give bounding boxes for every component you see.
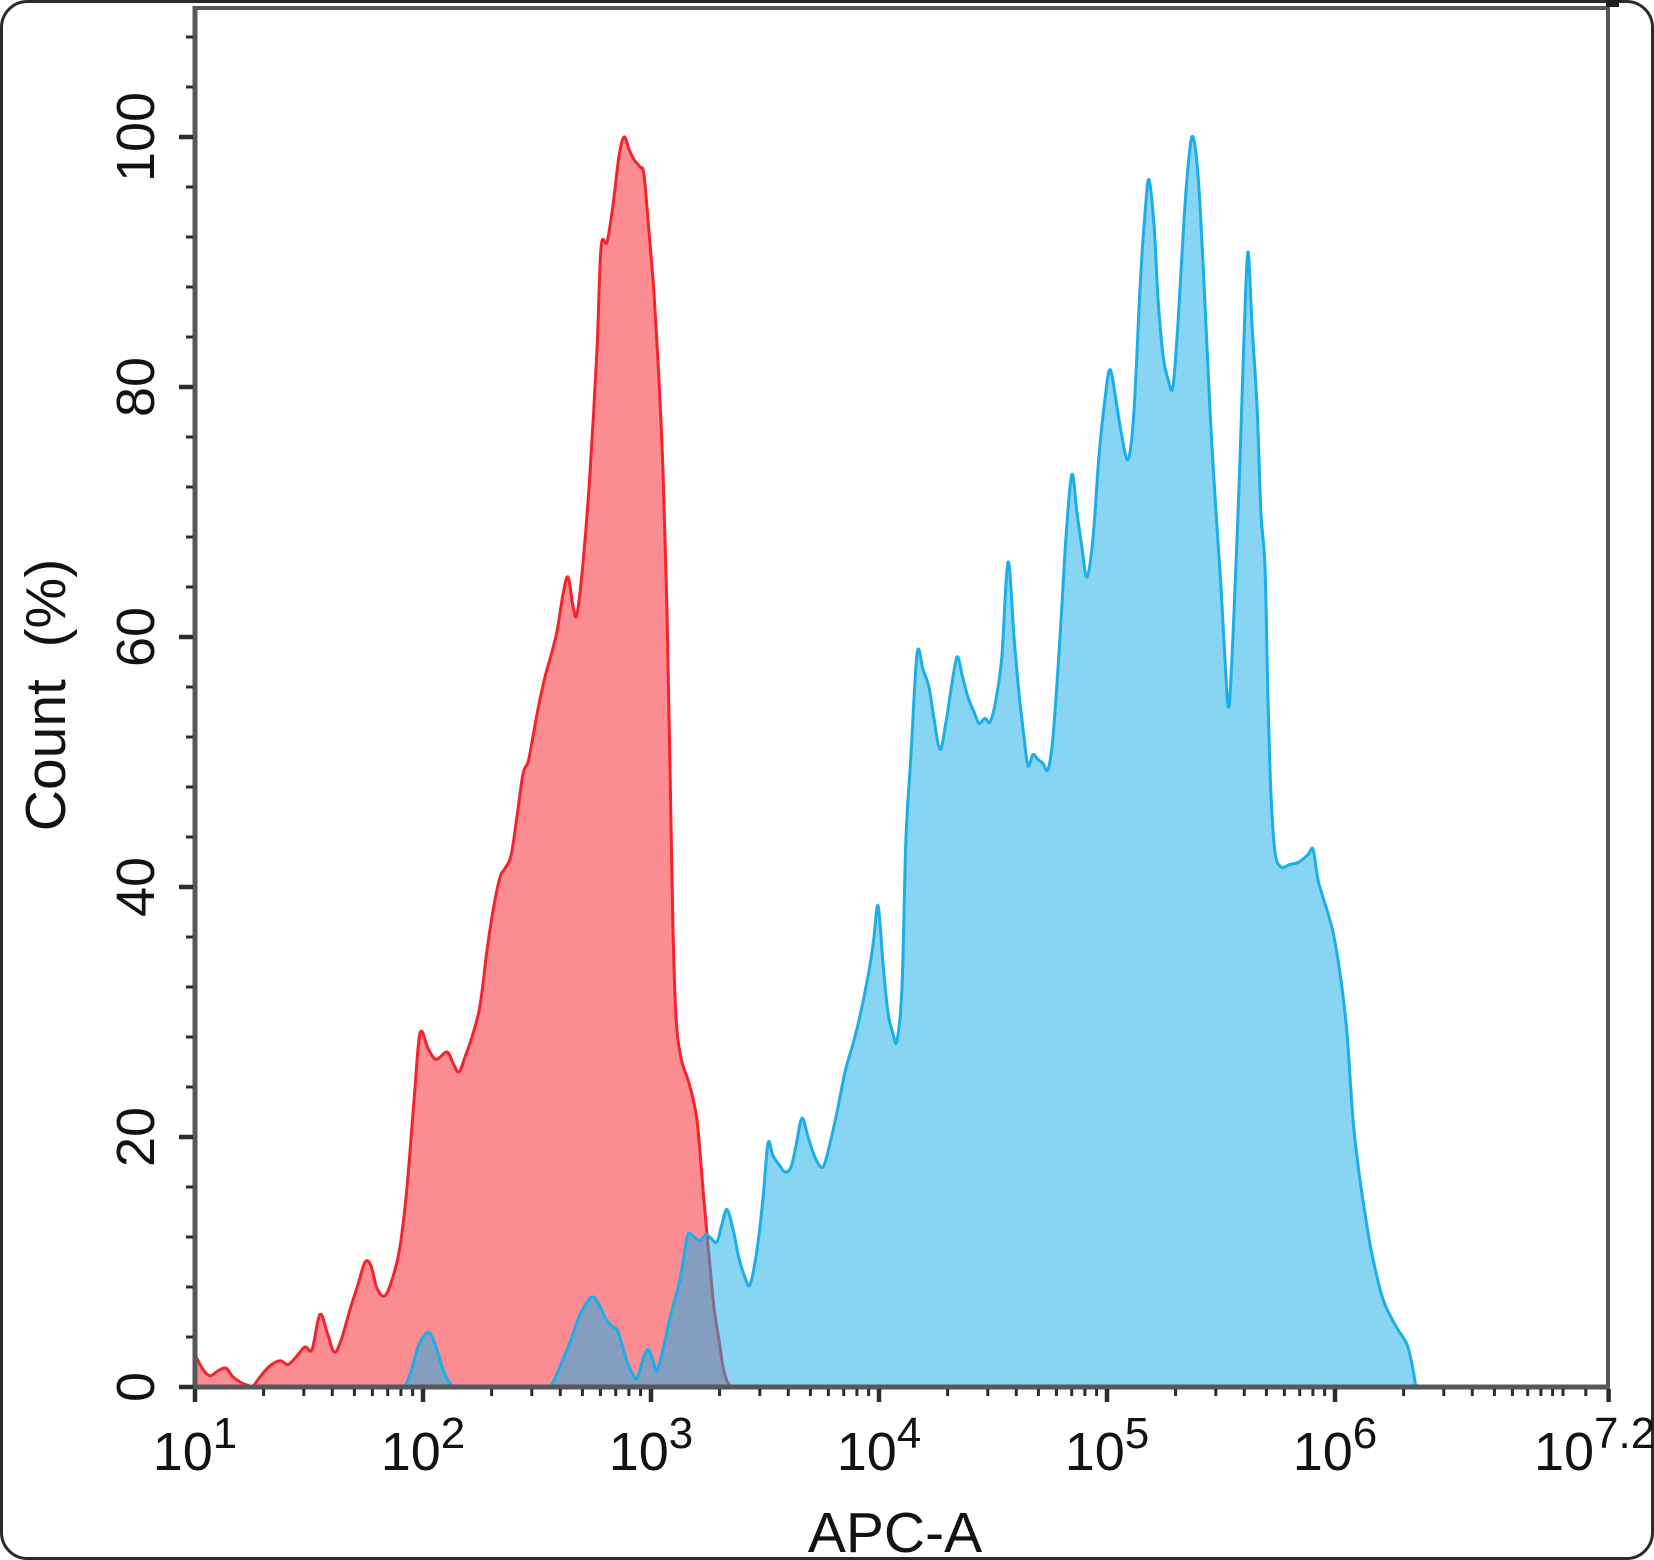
y-tick-label: 60 <box>106 607 166 667</box>
y-axis-ticks <box>179 35 193 1390</box>
blue-histogram-area <box>405 136 1416 1387</box>
x-tick-label: 107.2 <box>1534 1409 1654 1482</box>
y-tick-label: 100 <box>106 92 166 182</box>
blue-histogram-curve <box>403 134 1418 1387</box>
x-axis-title: APC-A <box>808 1501 982 1560</box>
y-tick-label: 80 <box>106 357 166 417</box>
x-tick-label: 105 <box>1065 1409 1150 1482</box>
x-tick-label: 104 <box>837 1409 922 1482</box>
x-tick-label: 101 <box>153 1409 238 1482</box>
x-tick-label: 103 <box>609 1409 694 1482</box>
corner-mark <box>1606 0 1619 7</box>
red-histogram-area <box>195 136 731 1387</box>
x-axis-ticks <box>192 1389 1611 1402</box>
series-layer <box>195 134 1418 1387</box>
y-axis-tick-labels: 0 20 40 60 80 100 <box>106 92 166 1402</box>
y-axis-title: Count (%) <box>14 559 78 831</box>
x-tick-label: 106 <box>1293 1409 1378 1482</box>
x-tick-label: 102 <box>381 1409 466 1482</box>
y-tick-label: 0 <box>106 1372 166 1402</box>
red-histogram-curve <box>195 135 733 1387</box>
y-tick-label: 40 <box>106 857 166 917</box>
y-tick-label: 20 <box>106 1107 166 1167</box>
x-axis-tick-labels: 101 102 103 104 105 106 107.2 <box>153 1409 1654 1482</box>
